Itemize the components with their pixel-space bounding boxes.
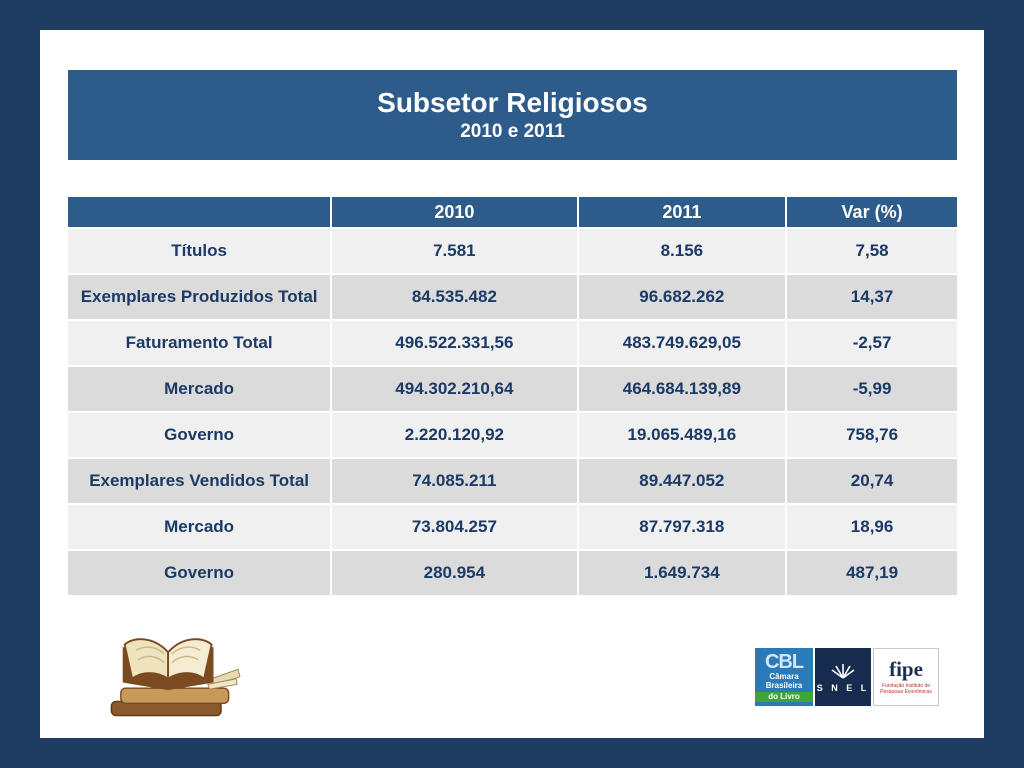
cell-var: 487,19 [787,551,957,595]
data-table: 2010 2011 Var (%) Títulos 7.581 8.156 7,… [68,197,957,595]
fipe-logo: fipe Fundação Instituto de Pesquisas Eco… [873,648,939,706]
row-label: Governo [68,551,331,595]
cell-var: 18,96 [787,505,957,549]
cell-2010: 494.302.210,64 [332,367,577,411]
fipe-name: fipe [889,656,923,681]
table-header-blank [68,197,331,227]
cbl-acronym: CBL [764,650,804,673]
cell-var: 7,58 [787,229,957,273]
row-label: Títulos [68,229,331,273]
logos-row: CBL Câmara Brasileira do Livro S N E L f… [755,648,939,706]
row-label: Mercado [68,505,331,549]
snel-book-icon [831,663,855,679]
cell-var: -5,99 [787,367,957,411]
cell-2010: 74.085.211 [332,459,577,503]
cbl-line1: Câmara [769,671,799,681]
cell-2010: 280.954 [332,551,577,595]
table-header-2011: 2011 [578,197,786,227]
cell-var: 758,76 [787,413,957,457]
cell-2010: 73.804.257 [332,505,577,549]
cbl-line3: do Livro [755,691,813,703]
table-header-2010: 2010 [332,197,577,227]
row-label: Governo [68,413,331,457]
cell-2011: 1.649.734 [578,551,786,595]
slide-canvas: Subsetor Religiosos 2010 e 2011 2010 201… [40,30,984,738]
cell-2010: 2.220.120,92 [332,413,577,457]
cell-var: 14,37 [787,275,957,319]
slide-title: Subsetor Religiosos [377,86,648,118]
cell-2010: 496.522.331,56 [332,321,577,365]
cell-2011: 89.447.052 [578,459,786,503]
cell-2010: 7.581 [332,229,577,273]
fipe-subtext: Fundação Instituto de Pesquisas Econômic… [880,682,932,696]
books-clipart-icon [110,638,241,717]
table-header-var: Var (%) [787,197,957,227]
title-banner: Subsetor Religiosos 2010 e 2011 [68,70,957,160]
cell-2011: 19.065.489,16 [578,413,786,457]
snel-logo: S N E L [815,648,871,706]
cell-2011: 96.682.262 [578,275,786,319]
cell-2011: 464.684.139,89 [578,367,786,411]
cell-var: -2,57 [787,321,957,365]
cell-2010: 84.535.482 [332,275,577,319]
snel-letters: S N E L [816,682,870,693]
cell-2011: 87.797.318 [578,505,786,549]
cbl-logo: CBL Câmara Brasileira do Livro [755,648,813,706]
row-label: Exemplares Vendidos Total [68,459,331,503]
cell-var: 20,74 [787,459,957,503]
cell-2011: 8.156 [578,229,786,273]
cbl-line2: Brasileira [765,680,803,690]
cell-2011: 483.749.629,05 [578,321,786,365]
row-label: Exemplares Produzidos Total [68,275,331,319]
row-label: Mercado [68,367,331,411]
slide-subtitle: 2010 e 2011 [460,121,565,143]
row-label: Faturamento Total [68,321,331,365]
